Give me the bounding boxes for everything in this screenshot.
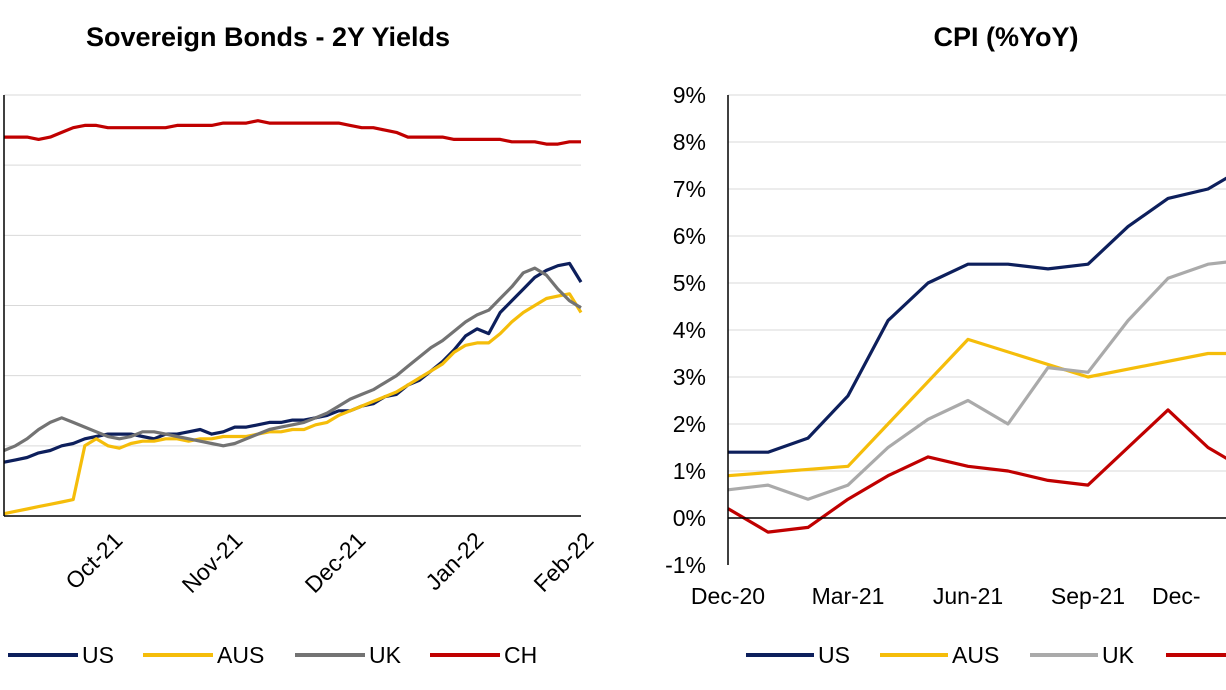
x-tick-label: Jan-22 — [420, 527, 488, 595]
legend-label: CH — [504, 642, 537, 668]
legend-label: AUS — [217, 642, 264, 668]
legend-item-uk: UK — [1030, 642, 1135, 668]
x-tick-label: Mar-21 — [812, 583, 885, 609]
y-tick-label: 1% — [673, 458, 706, 484]
series-line-us — [728, 176, 1226, 454]
series-line-aus — [727, 337, 1226, 478]
legend-item-ch: CH — [1166, 653, 1226, 657]
series-line-uk — [727, 260, 1226, 501]
legend-item-aus: AUS — [880, 642, 999, 668]
x-tick-labels: Oct-21 Nov-21 Dec-21 Jan-22 Feb-22 — [60, 527, 598, 598]
chart-title: Sovereign Bonds - 2Y Yields — [86, 22, 450, 52]
y-tick-label: 4% — [673, 317, 706, 343]
legend: US AUS UK CH — [746, 642, 1226, 668]
series-lines — [3, 119, 583, 516]
legend-item-us: US — [8, 642, 114, 668]
x-tick-label: Jun-21 — [933, 583, 1003, 609]
series-lines — [727, 176, 1226, 534]
y-tick-labels: -1% 0% 1% 2% 3% 4% 5% 6% 7% 8% 9% — [665, 82, 706, 578]
legend-label: US — [82, 642, 114, 668]
legend-label: UK — [369, 642, 402, 668]
y-tick-label: 2% — [673, 411, 706, 437]
y-tick-label: 5% — [673, 270, 706, 296]
chart-title: CPI (%YoY) — [933, 22, 1078, 52]
x-tick-label: Dec-21 — [300, 527, 371, 598]
y-tick-label: 6% — [673, 223, 706, 249]
legend-label: UK — [1102, 642, 1135, 668]
x-tick-labels: Dec-20 Mar-21 Jun-21 Sep-21 Dec- — [691, 583, 1201, 609]
x-tick-label: Oct-21 — [60, 527, 127, 594]
legend-item-aus: AUS — [143, 642, 264, 668]
y-tick-label: 7% — [673, 176, 706, 202]
gridlines — [4, 94, 581, 447]
legend-item-uk: UK — [295, 642, 402, 668]
chart-left-yields: Sovereign Bonds - 2Y Yields Oct-21 Nov-21… — [3, 22, 598, 668]
series-line-aus — [3, 292, 583, 516]
series-line-ch — [4, 119, 581, 146]
y-tick-label: 3% — [673, 364, 706, 390]
series-line-ch — [727, 408, 1226, 534]
series-line-us — [3, 261, 583, 464]
legend: US AUS UK CH — [8, 642, 537, 668]
chart-right-cpi: CPI (%YoY) -1% 0% 1% 2% 3% 4% 5% 6% 7% 8% 9% Dec-2… — [665, 22, 1226, 668]
y-tick-label: 8% — [673, 129, 706, 155]
y-tick-label: 9% — [673, 82, 706, 108]
gridlines — [728, 94, 1226, 472]
series-line-uk — [3, 266, 582, 452]
x-tick-label: Sep-21 — [1051, 583, 1125, 609]
x-tick-label: Feb-22 — [528, 527, 598, 597]
legend-label: US — [818, 642, 850, 668]
y-tick-label: -1% — [665, 552, 706, 578]
x-tick-label: Dec- — [1152, 583, 1201, 609]
x-tick-label: Dec-20 — [691, 583, 765, 609]
y-tick-label: 0% — [673, 505, 706, 531]
x-tick-label: Nov-21 — [177, 527, 248, 598]
legend-label: AUS — [952, 642, 999, 668]
legend-item-ch: CH — [430, 642, 537, 668]
legend-item-us: US — [746, 642, 850, 668]
